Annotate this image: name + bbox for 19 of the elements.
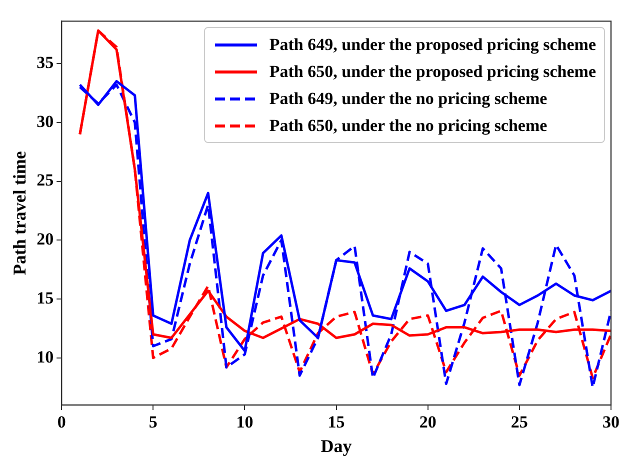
y-tick-label: 35: [36, 52, 54, 72]
legend-label: Path 650, under the no pricing scheme: [269, 116, 548, 136]
y-tick-label: 15: [36, 288, 54, 308]
x-tick-label: 20: [419, 412, 436, 432]
x-tick-label: 5: [148, 412, 158, 432]
x-tick-label: 25: [510, 412, 528, 432]
legend-label: Path 649, under the proposed pricing scheme: [269, 34, 596, 55]
x-tick-label: 15: [328, 412, 345, 432]
legend-label: Path 649, under the no pricing scheme: [269, 88, 548, 109]
y-tick-label: 10: [36, 347, 54, 366]
x-tick-label: 0: [57, 412, 66, 432]
x-axis-title: Day: [320, 436, 352, 456]
x-tick-label: 10: [236, 412, 254, 432]
legend-label: Path 650, under the proposed pricing scheme: [269, 62, 596, 82]
x-tick-label: 30: [602, 412, 620, 432]
y-tick-label: 20: [36, 230, 54, 249]
y-tick-label: 30: [36, 112, 54, 131]
y-tick-label: 25: [36, 170, 54, 190]
y-axis-title: Path travel time: [9, 151, 30, 276]
